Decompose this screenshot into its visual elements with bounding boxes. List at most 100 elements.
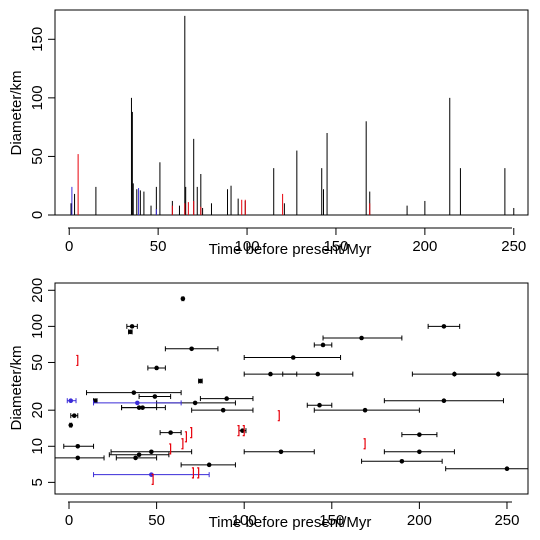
y-tick-label: 20	[29, 402, 46, 419]
data-dot	[154, 365, 159, 371]
crater-point	[70, 413, 79, 419]
diameter-range-marker	[190, 427, 193, 439]
x-tick-label: 0	[65, 238, 73, 255]
bottom-plot-frame	[54, 282, 529, 495]
diameter-range-marker	[242, 425, 245, 437]
crater-point	[191, 407, 254, 413]
data-dot	[192, 400, 198, 406]
data-dot	[504, 466, 510, 472]
x-tick-label: 100	[232, 512, 257, 529]
bottom-points	[55, 296, 528, 485]
y-tick-label: 0	[29, 211, 46, 219]
top-x-ticks: 0 50 100 150 200 250	[65, 228, 526, 255]
crater-point	[126, 323, 138, 329]
crater-point	[238, 428, 247, 434]
y-tick-label: 100	[29, 85, 46, 110]
x-tick-label: 250	[494, 512, 519, 529]
y-tick-label: 150	[29, 27, 46, 52]
data-dot	[359, 335, 364, 341]
crater-point	[243, 355, 342, 361]
crater-point	[243, 449, 315, 455]
data-dot	[268, 371, 273, 377]
data-dot	[68, 398, 74, 403]
data-dot	[290, 355, 296, 360]
crater-point	[427, 323, 461, 329]
crater-point	[383, 449, 455, 455]
diameter-range-marker	[191, 467, 194, 479]
x-tick-label: 150	[319, 512, 344, 529]
data-dot	[135, 400, 140, 406]
crater-point	[453, 371, 528, 377]
crater-point	[313, 407, 420, 413]
crater-point	[66, 398, 77, 404]
crater-point	[108, 452, 170, 458]
diameter-range-marker	[363, 438, 366, 450]
x-tick-label: 0	[65, 512, 73, 529]
crater-point	[198, 378, 203, 384]
crater-point	[110, 449, 193, 455]
x-tick-label: 200	[412, 238, 437, 255]
x-tick-label: 150	[323, 238, 348, 255]
x-tick-label: 50	[150, 238, 167, 255]
crater-point	[445, 466, 528, 472]
data-dot	[399, 458, 405, 464]
bottom-x-axis-label: Time before present/Myr	[209, 514, 372, 531]
y-tick-label: 50	[29, 148, 46, 165]
crater-point	[86, 390, 182, 396]
bottom-panel: 0 50 100 150 200 250 5 10 20 50 100 200 Time befor…	[8, 278, 529, 531]
data-dot	[240, 428, 245, 433]
crater-point	[313, 342, 333, 348]
top-y-ticks: 0 50 100 150	[29, 27, 55, 219]
y-tick-label: 200	[29, 278, 46, 303]
data-dot	[136, 452, 142, 458]
data-dot	[224, 396, 229, 401]
data-dot	[129, 324, 135, 329]
data-dot	[75, 443, 81, 449]
y-tick-label: 100	[29, 314, 46, 339]
diameter-range-marker	[197, 467, 200, 479]
diameter-range-marker	[151, 473, 154, 485]
crater-point	[115, 455, 158, 461]
data-dot	[68, 422, 74, 428]
data-dot	[131, 390, 137, 395]
crater-point	[55, 455, 105, 461]
crater-point	[138, 394, 172, 400]
crater-point	[159, 430, 182, 436]
bottom-y-axis-label: Diameter/km	[8, 345, 25, 430]
data-dot	[149, 449, 154, 455]
bottom-y-ticks: 5 10 20 50 100 200	[29, 278, 55, 487]
data-dot	[180, 296, 186, 302]
data-dot	[220, 407, 226, 413]
data-dot	[189, 346, 194, 352]
top-bars	[70, 15, 515, 215]
data-dot	[75, 455, 81, 461]
top-y-axis-label: Diameter/km	[8, 70, 25, 155]
x-tick-label: 200	[407, 512, 432, 529]
bottom-x-ticks: 0 50 100 150 200 250	[65, 502, 519, 529]
crater-point	[68, 422, 74, 428]
diameter-range-marker	[237, 425, 240, 437]
data-dot	[441, 398, 447, 403]
crater-point	[128, 329, 133, 335]
x-tick-label: 250	[501, 238, 526, 255]
y-tick-label: 5	[29, 478, 46, 486]
crater-point	[164, 346, 219, 352]
diameter-range-marker	[181, 438, 184, 450]
data-dot	[417, 449, 422, 455]
top-x-axis-label: Time before present/Myr	[209, 241, 372, 258]
crater-point	[401, 432, 438, 438]
x-tick-label: 50	[148, 512, 165, 529]
data-dot	[495, 371, 501, 377]
y-tick-label: 50	[29, 354, 46, 371]
y-tick-label: 10	[29, 438, 46, 455]
data-dot	[317, 402, 322, 408]
data-dot	[92, 398, 98, 403]
crater-point	[180, 296, 186, 302]
diameter-range-marker	[184, 431, 187, 443]
data-dot	[315, 371, 321, 377]
data-dot	[441, 324, 447, 329]
top-plot-frame	[54, 9, 529, 216]
data-dot	[417, 432, 422, 437]
diameter-range-marker	[169, 443, 172, 455]
